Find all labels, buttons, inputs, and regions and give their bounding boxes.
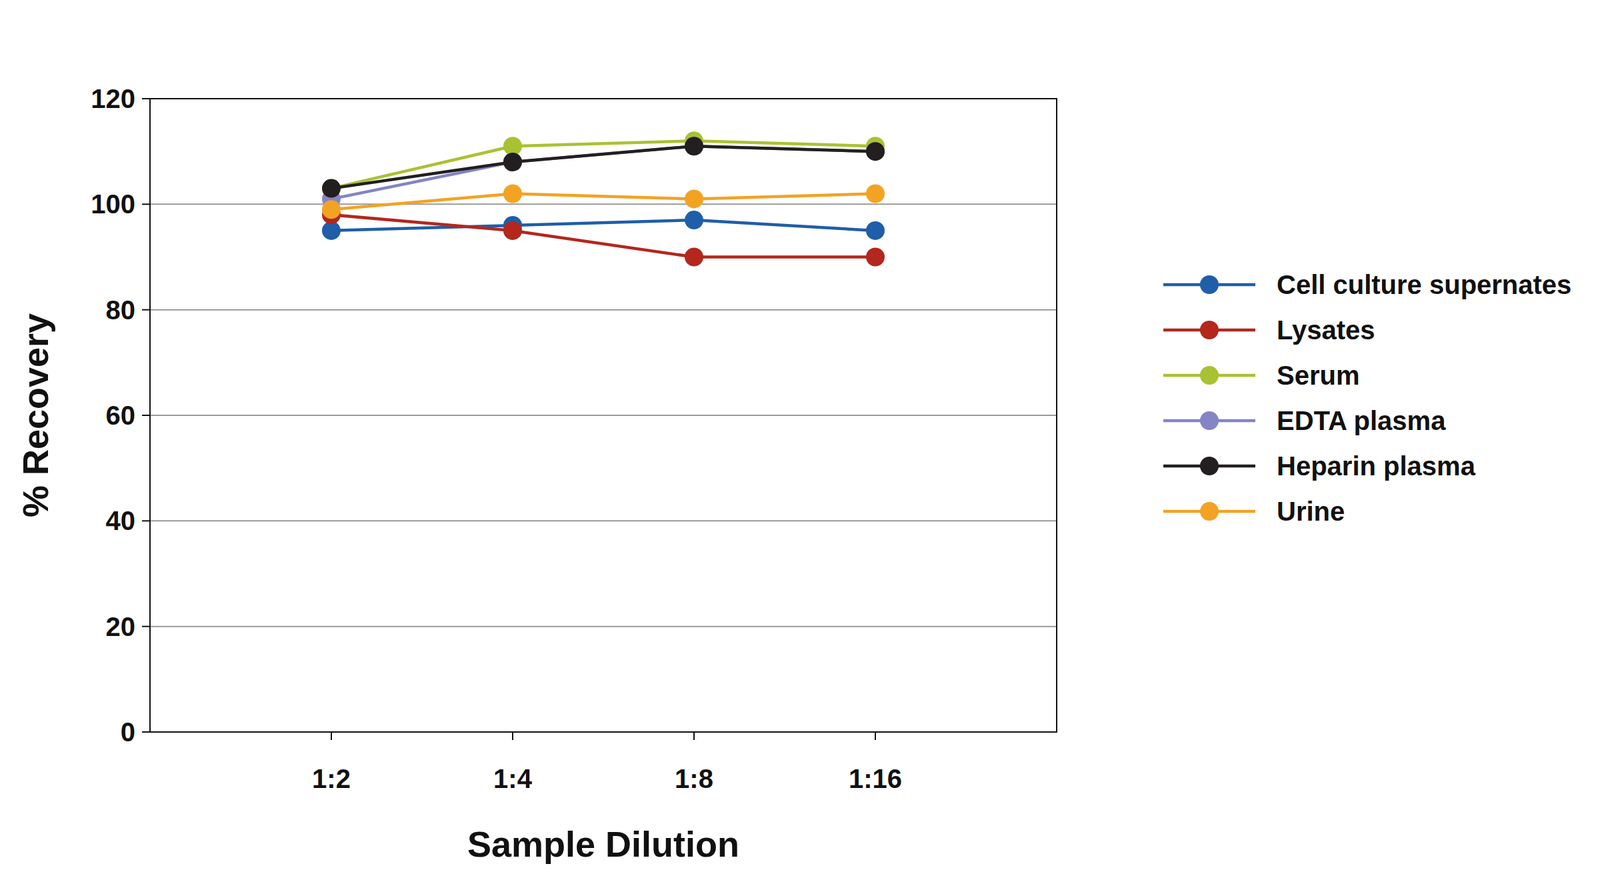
legend-label: Urine (1276, 496, 1345, 526)
legend-marker (1200, 366, 1219, 385)
y-tick-label: 20 (106, 612, 136, 642)
x-tick (512, 732, 514, 740)
y-tick-label: 80 (106, 295, 136, 325)
legend-label: EDTA plasma (1276, 406, 1446, 436)
grid-line (150, 414, 1057, 416)
y-tick-label: 100 (90, 189, 136, 219)
legend-marker (1200, 456, 1219, 476)
series-marker (322, 179, 341, 198)
legend-label: Lysates (1276, 315, 1376, 345)
y-tick (142, 626, 150, 628)
grid-line (150, 203, 1057, 205)
series-marker (684, 248, 704, 267)
y-tick-label: 0 (120, 717, 136, 747)
legend-marker (1200, 502, 1219, 521)
y-axis-label: % Recovery (15, 313, 56, 518)
series-marker (866, 142, 885, 161)
x-tick (330, 732, 332, 740)
series-marker (684, 136, 704, 156)
y-tick-label: 40 (106, 506, 136, 536)
legend-label: Heparin plasma (1276, 451, 1476, 481)
y-tick (142, 98, 150, 100)
series-group (322, 131, 885, 266)
series-marker (684, 136, 704, 156)
y-tick (142, 731, 150, 733)
legend-label: Serum (1276, 360, 1360, 390)
y-tick-label: 120 (90, 84, 136, 114)
x-tick-label: 1:16 (848, 764, 902, 794)
grid-line (150, 626, 1057, 628)
x-axis-label: Sample Dilution (467, 824, 740, 864)
series-marker (503, 152, 522, 172)
series-marker (322, 200, 341, 219)
series-line (331, 146, 876, 188)
series-marker (322, 179, 341, 198)
series-line (331, 214, 876, 257)
y-tick (142, 520, 150, 522)
series-marker (684, 189, 704, 208)
legend-marker (1200, 411, 1219, 430)
legend-label: Cell culture supernates (1276, 270, 1572, 300)
x-tick (874, 732, 876, 740)
series-marker (503, 152, 522, 172)
series-line (331, 146, 876, 199)
y-tick (142, 309, 150, 311)
grid-line (150, 309, 1057, 311)
series-marker (866, 142, 885, 161)
series-marker (866, 248, 885, 267)
y-tick-label: 60 (106, 400, 136, 430)
series-marker (684, 210, 704, 230)
x-tick-label: 1:4 (493, 764, 533, 794)
series-marker (866, 221, 885, 240)
series-line (331, 194, 876, 210)
legend-marker (1200, 320, 1219, 340)
x-tick-label: 1:8 (674, 764, 714, 794)
series-marker (866, 184, 885, 204)
x-tick-label: 1:2 (312, 764, 351, 794)
series-marker (503, 184, 522, 204)
plot-frame (150, 98, 1057, 732)
chart: 0 20 40 60 80 100 120 1:2 1:4 1:8 1:16 Sample Dilut… (0, 0, 1600, 880)
legend-marker (1200, 275, 1219, 294)
y-tick (142, 203, 150, 205)
y-tick (142, 414, 150, 416)
x-tick (693, 732, 695, 740)
series-marker (503, 221, 522, 240)
grid-line (150, 520, 1057, 522)
